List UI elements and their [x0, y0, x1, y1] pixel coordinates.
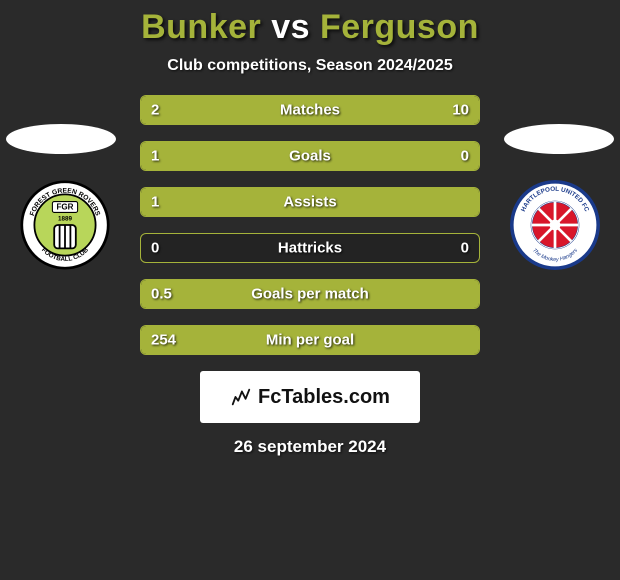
- club-crest-left: FOREST GREEN ROVERS FOOTBALL CLUB FGR 18…: [20, 180, 110, 270]
- stat-label: Matches: [280, 102, 340, 119]
- player1-name: Bunker: [141, 8, 261, 46]
- player1-avatar-placeholder: [6, 124, 116, 154]
- stat-row: 0 0 Hattricks: [140, 233, 480, 263]
- svg-text:FGR: FGR: [56, 203, 73, 212]
- fctables-icon: [230, 386, 252, 408]
- stat-row: 254 Min per goal: [140, 325, 480, 355]
- stat-value-right: 0: [461, 240, 469, 257]
- stat-row: 1 Assists: [140, 187, 480, 217]
- stat-value-left: 2: [151, 102, 159, 119]
- stat-label: Hattricks: [278, 240, 342, 257]
- branding-box: FcTables.com: [200, 371, 420, 423]
- stats-bars: 210Matches10Goals1Assists00Hattricks0.5G…: [140, 95, 480, 355]
- stat-value-left: 1: [151, 148, 159, 165]
- stat-row: 0.5 Goals per match: [140, 279, 480, 309]
- stat-fill-left: [141, 96, 197, 124]
- player2-name: Ferguson: [320, 8, 479, 46]
- stat-label: Goals per match: [251, 286, 369, 303]
- stat-row: 1 0 Goals: [140, 141, 480, 171]
- stat-value-left: 0.5: [151, 286, 172, 303]
- stat-row: 2 10 Matches: [140, 95, 480, 125]
- vs-text: vs: [271, 8, 310, 46]
- stat-value-right: 10: [452, 102, 469, 119]
- svg-text:1889: 1889: [58, 216, 73, 223]
- stat-value-right: 0: [461, 148, 469, 165]
- club-crest-right: HARTLEPOOL UNITED FC The Monkey Hangers: [510, 180, 600, 270]
- stat-value-left: 254: [151, 332, 176, 349]
- date-text: 26 september 2024: [0, 437, 620, 457]
- subtitle: Club competitions, Season 2024/2025: [0, 57, 620, 75]
- comparison-title: Bunker vs Ferguson: [0, 8, 620, 47]
- branding-text: FcTables.com: [258, 386, 390, 409]
- stat-label: Min per goal: [266, 332, 354, 349]
- infographic-container: Bunker vs Ferguson Club competitions, Se…: [0, 0, 620, 457]
- stat-value-left: 1: [151, 194, 159, 211]
- stat-label: Assists: [283, 194, 336, 211]
- player2-avatar-placeholder: [504, 124, 614, 154]
- stat-label: Goals: [289, 148, 331, 165]
- stat-value-left: 0: [151, 240, 159, 257]
